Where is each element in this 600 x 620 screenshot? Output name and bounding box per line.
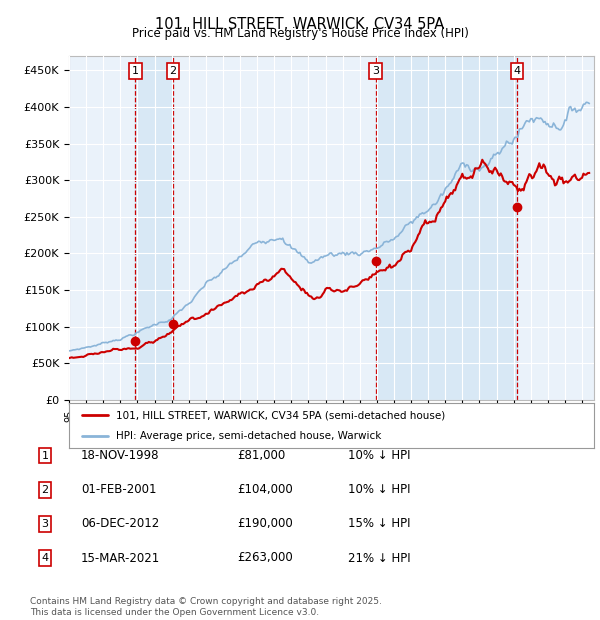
- Text: 2: 2: [169, 66, 176, 76]
- Text: 18-NOV-1998: 18-NOV-1998: [81, 450, 160, 462]
- Text: £263,000: £263,000: [237, 552, 293, 564]
- Text: 01-FEB-2001: 01-FEB-2001: [81, 484, 157, 496]
- Text: 15-MAR-2021: 15-MAR-2021: [81, 552, 160, 564]
- Text: Price paid vs. HM Land Registry's House Price Index (HPI): Price paid vs. HM Land Registry's House …: [131, 27, 469, 40]
- Text: 10% ↓ HPI: 10% ↓ HPI: [348, 484, 410, 496]
- Text: 06-DEC-2012: 06-DEC-2012: [81, 518, 159, 530]
- Text: £190,000: £190,000: [237, 518, 293, 530]
- Text: 4: 4: [514, 66, 521, 76]
- Text: 10% ↓ HPI: 10% ↓ HPI: [348, 450, 410, 462]
- Text: 2: 2: [41, 485, 49, 495]
- Bar: [376, 56, 517, 400]
- Text: HPI: Average price, semi-detached house, Warwick: HPI: Average price, semi-detached house,…: [116, 432, 382, 441]
- Bar: [136, 56, 173, 400]
- Text: 4: 4: [41, 553, 49, 563]
- Text: 21% ↓ HPI: 21% ↓ HPI: [348, 552, 410, 564]
- Text: 101, HILL STREET, WARWICK, CV34 5PA (semi-detached house): 101, HILL STREET, WARWICK, CV34 5PA (sem…: [116, 410, 445, 420]
- Text: 3: 3: [41, 519, 49, 529]
- Text: Contains HM Land Registry data © Crown copyright and database right 2025.
This d: Contains HM Land Registry data © Crown c…: [30, 598, 382, 617]
- Text: 1: 1: [41, 451, 49, 461]
- Text: 15% ↓ HPI: 15% ↓ HPI: [348, 518, 410, 530]
- Text: £81,000: £81,000: [237, 450, 285, 462]
- Text: 3: 3: [372, 66, 379, 76]
- Text: 1: 1: [132, 66, 139, 76]
- Text: 101, HILL STREET, WARWICK, CV34 5PA: 101, HILL STREET, WARWICK, CV34 5PA: [155, 17, 445, 32]
- Text: £104,000: £104,000: [237, 484, 293, 496]
